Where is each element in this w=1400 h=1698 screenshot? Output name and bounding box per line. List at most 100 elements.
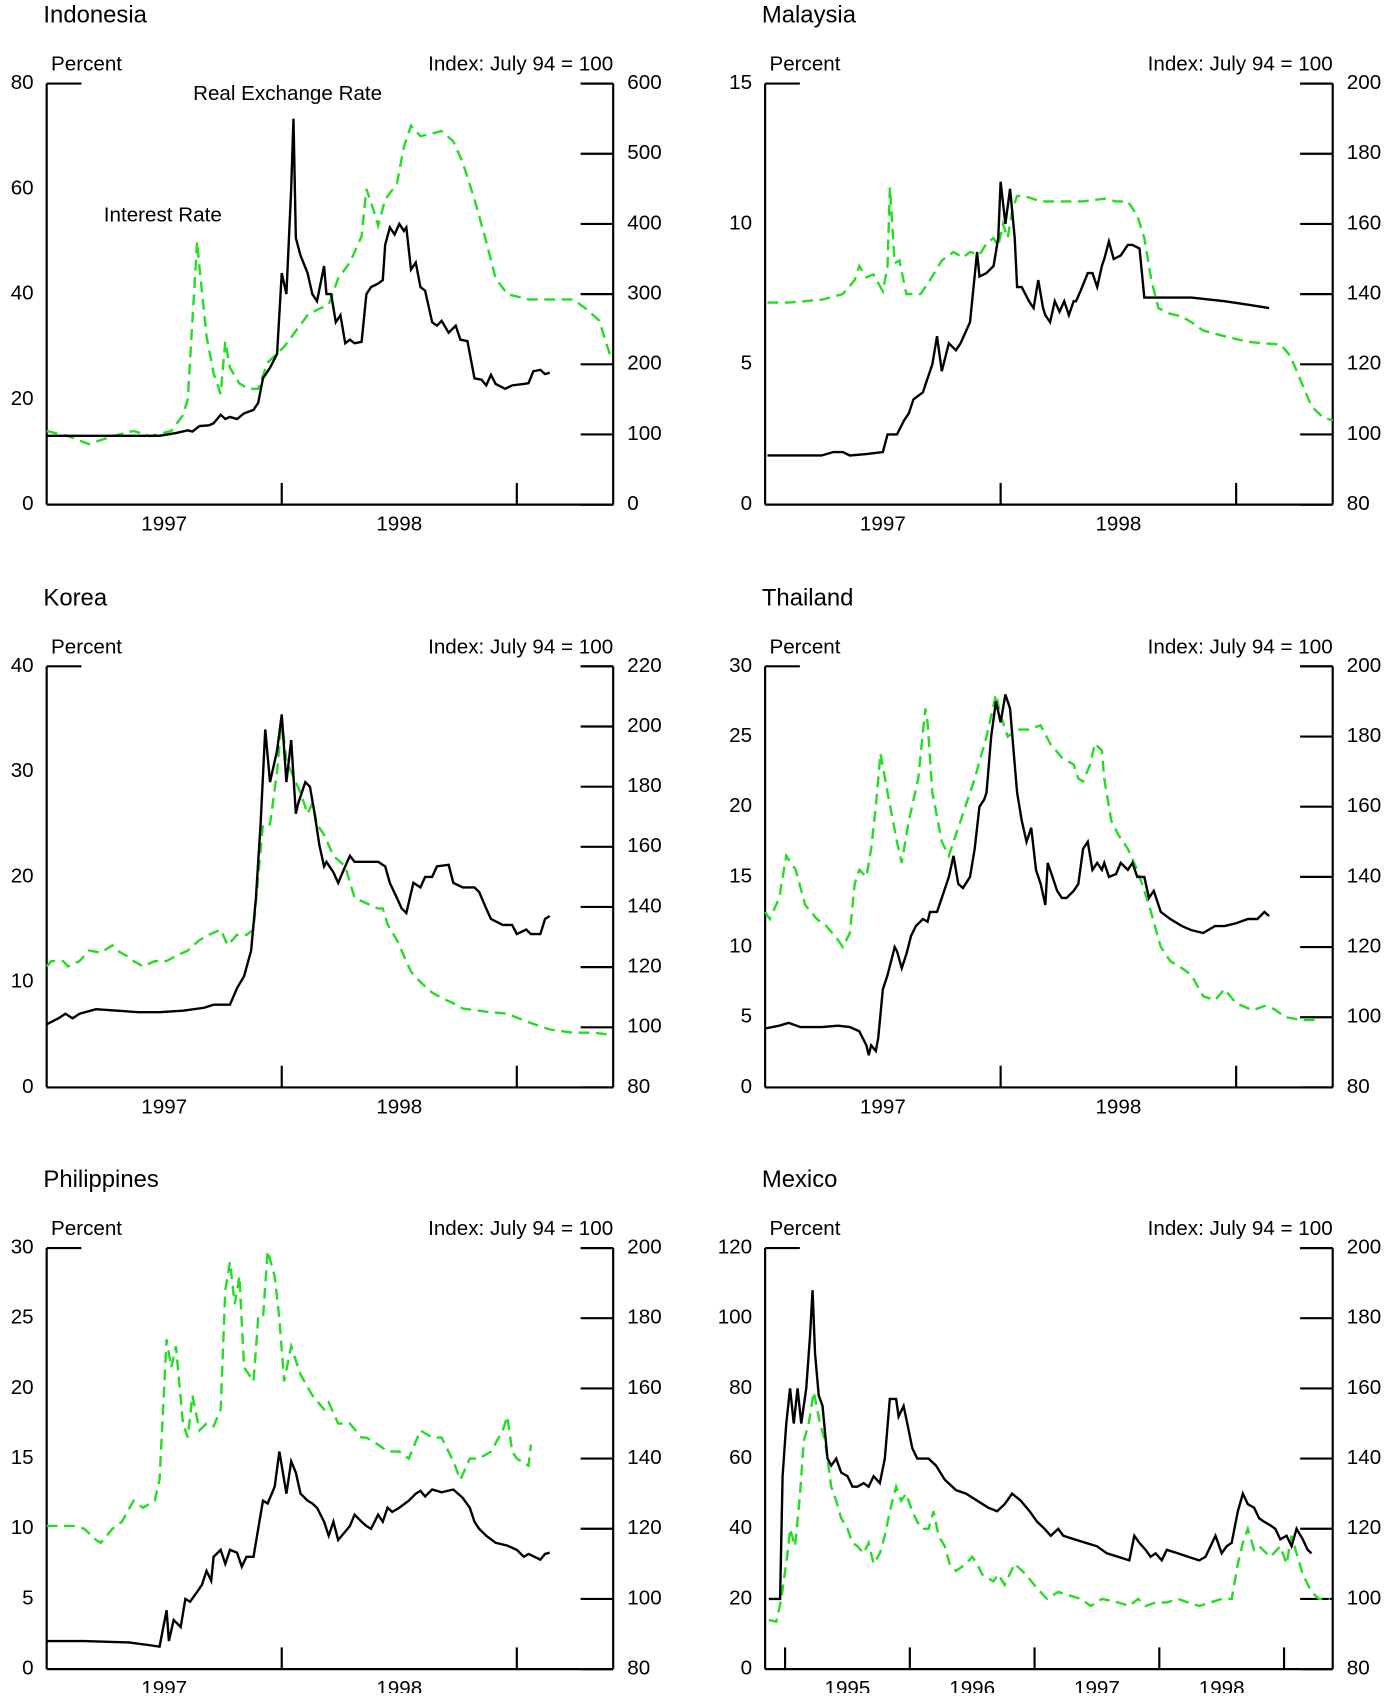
y2-tick-label: 200 <box>627 352 661 375</box>
y-tick-label: 25 <box>11 1306 34 1329</box>
y2-tick-label: 200 <box>627 714 661 737</box>
y2-tick-label: 100 <box>627 1586 661 1609</box>
series-line <box>46 1250 533 1545</box>
y-tick-label: 10 <box>729 211 752 234</box>
panel: Malaysia Percent Index: July 94 = 100 0 5 10 1… <box>729 2 1381 536</box>
y2-tick-label: 160 <box>627 834 661 857</box>
x-tick-label: 1998 <box>376 1677 422 1693</box>
y-axis-label: Percent <box>51 1217 122 1240</box>
y-tick-label: 60 <box>11 176 34 199</box>
y-tick-label: 80 <box>11 71 34 94</box>
y-axis-label: Percent <box>51 53 122 76</box>
y-tick-label: 10 <box>11 970 34 993</box>
y2-tick-label: 120 <box>1347 1516 1381 1539</box>
y2-tick-label: 80 <box>1347 1075 1370 1098</box>
series-line <box>764 694 1270 1056</box>
y-tick-label: 30 <box>11 1235 34 1258</box>
x-tick-label: 1997 <box>1074 1677 1120 1693</box>
y2-tick-label: 180 <box>1347 1306 1381 1329</box>
y2-tick-label: 140 <box>627 1446 661 1469</box>
x-tick-label: 1998 <box>1095 513 1141 536</box>
y-tick-label: 0 <box>22 1075 33 1098</box>
y-tick-label: 15 <box>729 864 752 887</box>
x-tick-label: 1996 <box>949 1677 995 1693</box>
x-tick-label: 1997 <box>141 1677 187 1693</box>
y2-axis-label: Index: July 94 = 100 <box>428 635 613 658</box>
series-line <box>46 118 551 438</box>
y-tick-label: 40 <box>11 654 34 677</box>
x-tick-label: 1997 <box>141 1095 187 1118</box>
y-axis-label: Percent <box>769 53 840 76</box>
y2-tick-label: 0 <box>627 492 638 515</box>
annotation: Interest Rate <box>104 203 222 226</box>
y2-tick-label: 80 <box>627 1075 650 1098</box>
panel-title: Indonesia <box>43 2 147 29</box>
y-tick-label: 10 <box>11 1516 34 1539</box>
x-tick-label: 1997 <box>860 513 906 536</box>
y-tick-label: 0 <box>22 492 33 515</box>
y-axis-label: Percent <box>769 1217 840 1240</box>
y-tick-label: 0 <box>741 492 752 515</box>
y2-tick-label: 80 <box>627 1657 650 1680</box>
panel: Philippines Percent Index: July 94 = 100 0 5… <box>11 1166 662 1698</box>
y2-tick-label: 160 <box>627 1376 661 1399</box>
y2-tick-label: 100 <box>1347 1005 1381 1028</box>
y2-tick-label: 80 <box>1347 492 1370 515</box>
y2-tick-label: 400 <box>627 211 661 234</box>
y-axis-label: Percent <box>51 635 122 658</box>
y-tick-label: 20 <box>11 864 34 887</box>
y2-tick-label: 220 <box>627 654 661 677</box>
x-tick-label: 1997 <box>860 1095 906 1118</box>
y-tick-label: 5 <box>22 1586 33 1609</box>
y-tick-label: 30 <box>729 654 752 677</box>
y-tick-label: 5 <box>741 352 752 375</box>
x-tick-label: 1998 <box>376 513 422 536</box>
series-line <box>46 123 612 446</box>
x-tick-label: 1995 <box>825 1677 871 1693</box>
y-tick-label: 25 <box>729 724 752 747</box>
series-line <box>768 1391 1331 1624</box>
y-tick-label: 15 <box>11 1446 34 1469</box>
series-line <box>767 181 1270 457</box>
y-tick-label: 20 <box>11 387 34 410</box>
panel-title: Korea <box>43 584 107 611</box>
y2-tick-label: 160 <box>1347 794 1381 817</box>
y-tick-label: 20 <box>729 794 752 817</box>
y2-tick-label: 500 <box>627 141 661 164</box>
panel-title: Thailand <box>762 584 854 611</box>
x-tick-label: 1998 <box>1199 1677 1245 1693</box>
y-tick-label: 20 <box>729 1586 752 1609</box>
y-tick-label: 40 <box>729 1516 752 1539</box>
y2-axis-label: Index: July 94 = 100 <box>1148 635 1333 658</box>
y-tick-label: 60 <box>729 1446 752 1469</box>
series-line <box>45 718 611 1036</box>
y2-tick-label: 100 <box>1347 1586 1381 1609</box>
y-tick-label: 0 <box>22 1657 33 1680</box>
panel-title: Philippines <box>43 1166 158 1193</box>
y2-tick-label: 160 <box>1347 1376 1381 1399</box>
y-tick-label: 100 <box>718 1306 752 1329</box>
y-tick-label: 80 <box>729 1376 752 1399</box>
y2-tick-label: 200 <box>1347 71 1381 94</box>
y-tick-label: 40 <box>11 282 34 305</box>
y2-tick-label: 180 <box>1347 724 1381 747</box>
y2-tick-label: 100 <box>627 422 661 445</box>
y2-tick-label: 100 <box>1347 422 1381 445</box>
y2-tick-label: 600 <box>627 71 661 94</box>
y2-tick-label: 140 <box>1347 1446 1381 1469</box>
y-tick-label: 20 <box>11 1376 34 1399</box>
y-axis-label: Percent <box>769 635 840 658</box>
y2-tick-label: 120 <box>627 955 661 978</box>
y2-axis-label: Index: July 94 = 100 <box>1148 53 1333 76</box>
panel: Korea Percent Index: July 94 = 100 0 10 20 30 4… <box>11 584 662 1118</box>
panel-title: Mexico <box>762 1166 838 1193</box>
y2-tick-label: 120 <box>1347 352 1381 375</box>
x-tick-label: 1998 <box>1095 1095 1141 1118</box>
y2-tick-label: 180 <box>1347 141 1381 164</box>
series-line <box>767 187 1334 422</box>
y-tick-label: 5 <box>741 1005 752 1028</box>
y-tick-label: 30 <box>11 759 34 782</box>
y2-tick-label: 140 <box>1347 282 1381 305</box>
series-line <box>764 694 1319 1022</box>
